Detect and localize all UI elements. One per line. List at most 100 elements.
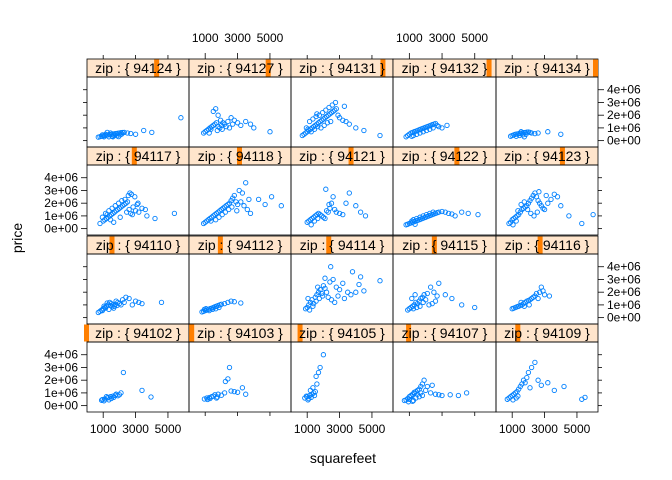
x-tick-label: 5000 (155, 422, 182, 436)
data-point (417, 130, 423, 136)
strip-label: zip : { 94124 } (95, 60, 181, 76)
data-point (518, 201, 524, 208)
data-point (247, 210, 254, 217)
data-point (238, 122, 244, 129)
data-point (346, 121, 352, 127)
data-point (430, 125, 436, 131)
strip-level-marker (380, 59, 386, 77)
x-tick-label: 1000 (499, 422, 526, 436)
data-point (518, 129, 524, 135)
data-point (278, 203, 284, 209)
data-point (101, 398, 107, 404)
data-point (444, 122, 450, 129)
data-point (308, 129, 314, 135)
data-point (554, 194, 561, 200)
data-point (307, 299, 314, 306)
data-point (319, 293, 326, 299)
data-point (311, 392, 318, 399)
data-point (431, 289, 437, 295)
data-point (533, 290, 540, 297)
data-point (538, 284, 544, 290)
y-tick-label: 2e+06 (44, 196, 78, 210)
x-tick-label: 1000 (192, 31, 219, 45)
data-point (226, 364, 233, 371)
data-point (377, 278, 383, 284)
data-point (262, 201, 268, 208)
panel-94110: zip : { 94110 } (86, 235, 190, 325)
data-point (243, 391, 249, 397)
x-tick-label: 5000 (564, 422, 591, 436)
data-point (307, 387, 314, 394)
y-tick-label: 2e+06 (607, 285, 641, 299)
data-point (513, 133, 519, 139)
data-point (423, 211, 430, 218)
data-point (434, 293, 440, 299)
data-point (341, 103, 348, 109)
strip-label: zip : { 94114 } (300, 237, 385, 253)
data-point (328, 118, 334, 125)
strip-label: zip : { 94112 } (198, 237, 283, 253)
data-point (139, 300, 145, 307)
data-point (405, 399, 412, 405)
strip-label: zip : { 94131 } (299, 60, 385, 76)
strip-label: zip : { 94122 } (402, 148, 488, 164)
data-point (543, 192, 549, 199)
data-point (171, 210, 178, 217)
y-tick-label: 3e+06 (44, 183, 78, 197)
data-point (459, 209, 465, 215)
strip-level-marker (537, 236, 543, 254)
data-point (229, 204, 235, 210)
data-point (315, 369, 322, 376)
data-point (346, 190, 352, 196)
data-point (239, 190, 246, 196)
data-point (332, 206, 338, 213)
data-point (128, 130, 134, 137)
data-point (225, 118, 231, 125)
data-point (429, 300, 435, 307)
data-point (531, 213, 537, 219)
data-point (251, 125, 257, 131)
data-point (129, 211, 135, 218)
data-point (333, 209, 339, 215)
data-point (115, 393, 121, 399)
y-tick-label: 2e+06 (607, 108, 641, 122)
x-tick-label: 1000 (90, 422, 117, 436)
data-point (328, 200, 335, 206)
data-point (315, 123, 321, 130)
data-point (423, 297, 429, 303)
data-point (141, 127, 147, 134)
data-point (361, 127, 367, 134)
data-point (423, 387, 429, 394)
x-tick-label: 3000 (429, 31, 456, 45)
data-point (528, 195, 535, 201)
x-tick-label: 5000 (461, 31, 488, 45)
data-point (231, 299, 237, 305)
data-point (518, 299, 524, 306)
data-point (436, 280, 442, 286)
data-point (311, 126, 318, 132)
panel-94122: zip : { 94122 } (392, 146, 497, 236)
data-point (526, 302, 532, 308)
data-point (218, 122, 225, 129)
data-point (336, 286, 343, 293)
panel-94127: zip : { 94127 } (188, 58, 292, 148)
data-point (510, 222, 516, 228)
data-point (545, 200, 551, 206)
data-point (349, 269, 356, 275)
data-point (107, 217, 114, 223)
data-point (545, 380, 551, 386)
panel-94118: zip : { 94118 } (188, 146, 292, 236)
data-point (234, 389, 241, 395)
data-point (439, 392, 445, 399)
data-point (206, 307, 212, 314)
data-point (535, 197, 541, 204)
data-point (178, 115, 184, 121)
data-point (129, 302, 135, 308)
data-point (104, 300, 110, 306)
data-point (123, 294, 129, 300)
panel-frame (495, 341, 599, 413)
data-point (152, 215, 158, 222)
data-point (536, 189, 542, 195)
data-point (537, 289, 543, 295)
